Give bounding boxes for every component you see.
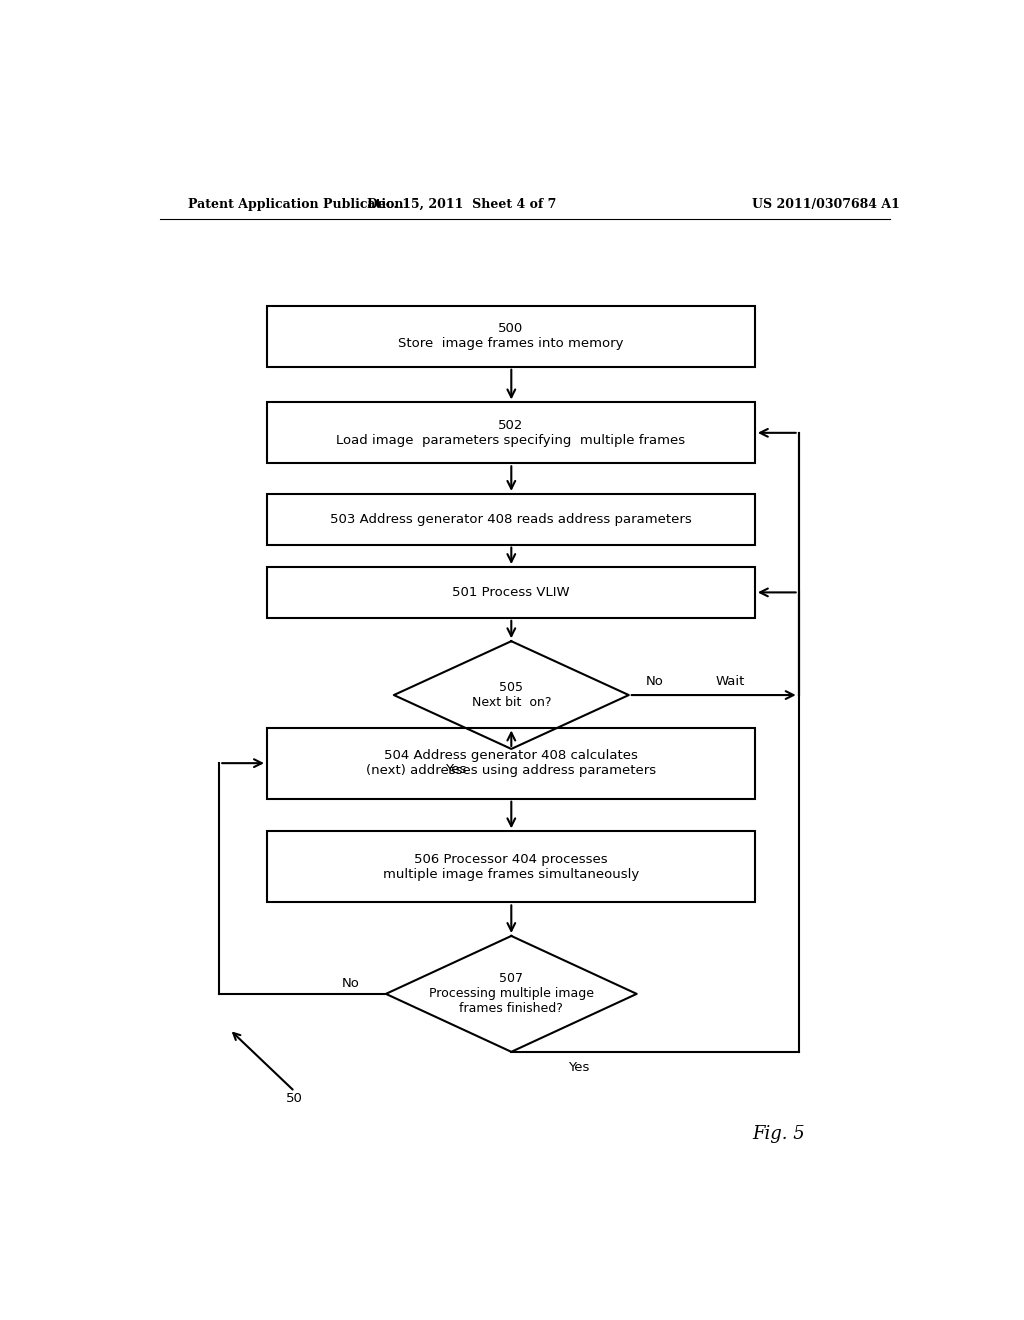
- Text: 502
Load image  parameters specifying  multiple frames: 502 Load image parameters specifying mul…: [336, 418, 685, 447]
- FancyBboxPatch shape: [267, 832, 755, 903]
- Text: No: No: [341, 977, 359, 990]
- Text: 507
Processing multiple image
frames finished?: 507 Processing multiple image frames fin…: [429, 973, 594, 1015]
- Text: Fig. 5: Fig. 5: [753, 1125, 805, 1143]
- Text: 503 Address generator 408 reads address parameters: 503 Address generator 408 reads address …: [330, 512, 692, 525]
- Text: Dec. 15, 2011  Sheet 4 of 7: Dec. 15, 2011 Sheet 4 of 7: [367, 198, 556, 211]
- FancyBboxPatch shape: [267, 403, 755, 463]
- FancyBboxPatch shape: [267, 306, 755, 367]
- FancyBboxPatch shape: [267, 727, 755, 799]
- Text: 50: 50: [287, 1092, 303, 1105]
- Text: 504 Address generator 408 calculates
(next) addresses using address parameters: 504 Address generator 408 calculates (ne…: [366, 750, 656, 777]
- FancyBboxPatch shape: [267, 568, 755, 618]
- FancyBboxPatch shape: [267, 494, 755, 545]
- Text: 505
Next bit  on?: 505 Next bit on?: [472, 681, 551, 709]
- Text: Yes: Yes: [568, 1060, 590, 1073]
- Text: 506 Processor 404 processes
multiple image frames simultaneously: 506 Processor 404 processes multiple ima…: [383, 853, 639, 880]
- Text: Yes: Yes: [445, 763, 467, 776]
- Text: No: No: [646, 676, 665, 688]
- Text: Wait: Wait: [716, 676, 745, 688]
- Text: Patent Application Publication: Patent Application Publication: [187, 198, 403, 211]
- Polygon shape: [394, 642, 629, 748]
- Text: 500
Store  image frames into memory: 500 Store image frames into memory: [398, 322, 624, 350]
- Text: 501 Process VLIW: 501 Process VLIW: [453, 586, 569, 599]
- Text: US 2011/0307684 A1: US 2011/0307684 A1: [753, 198, 900, 211]
- Polygon shape: [386, 936, 637, 1052]
